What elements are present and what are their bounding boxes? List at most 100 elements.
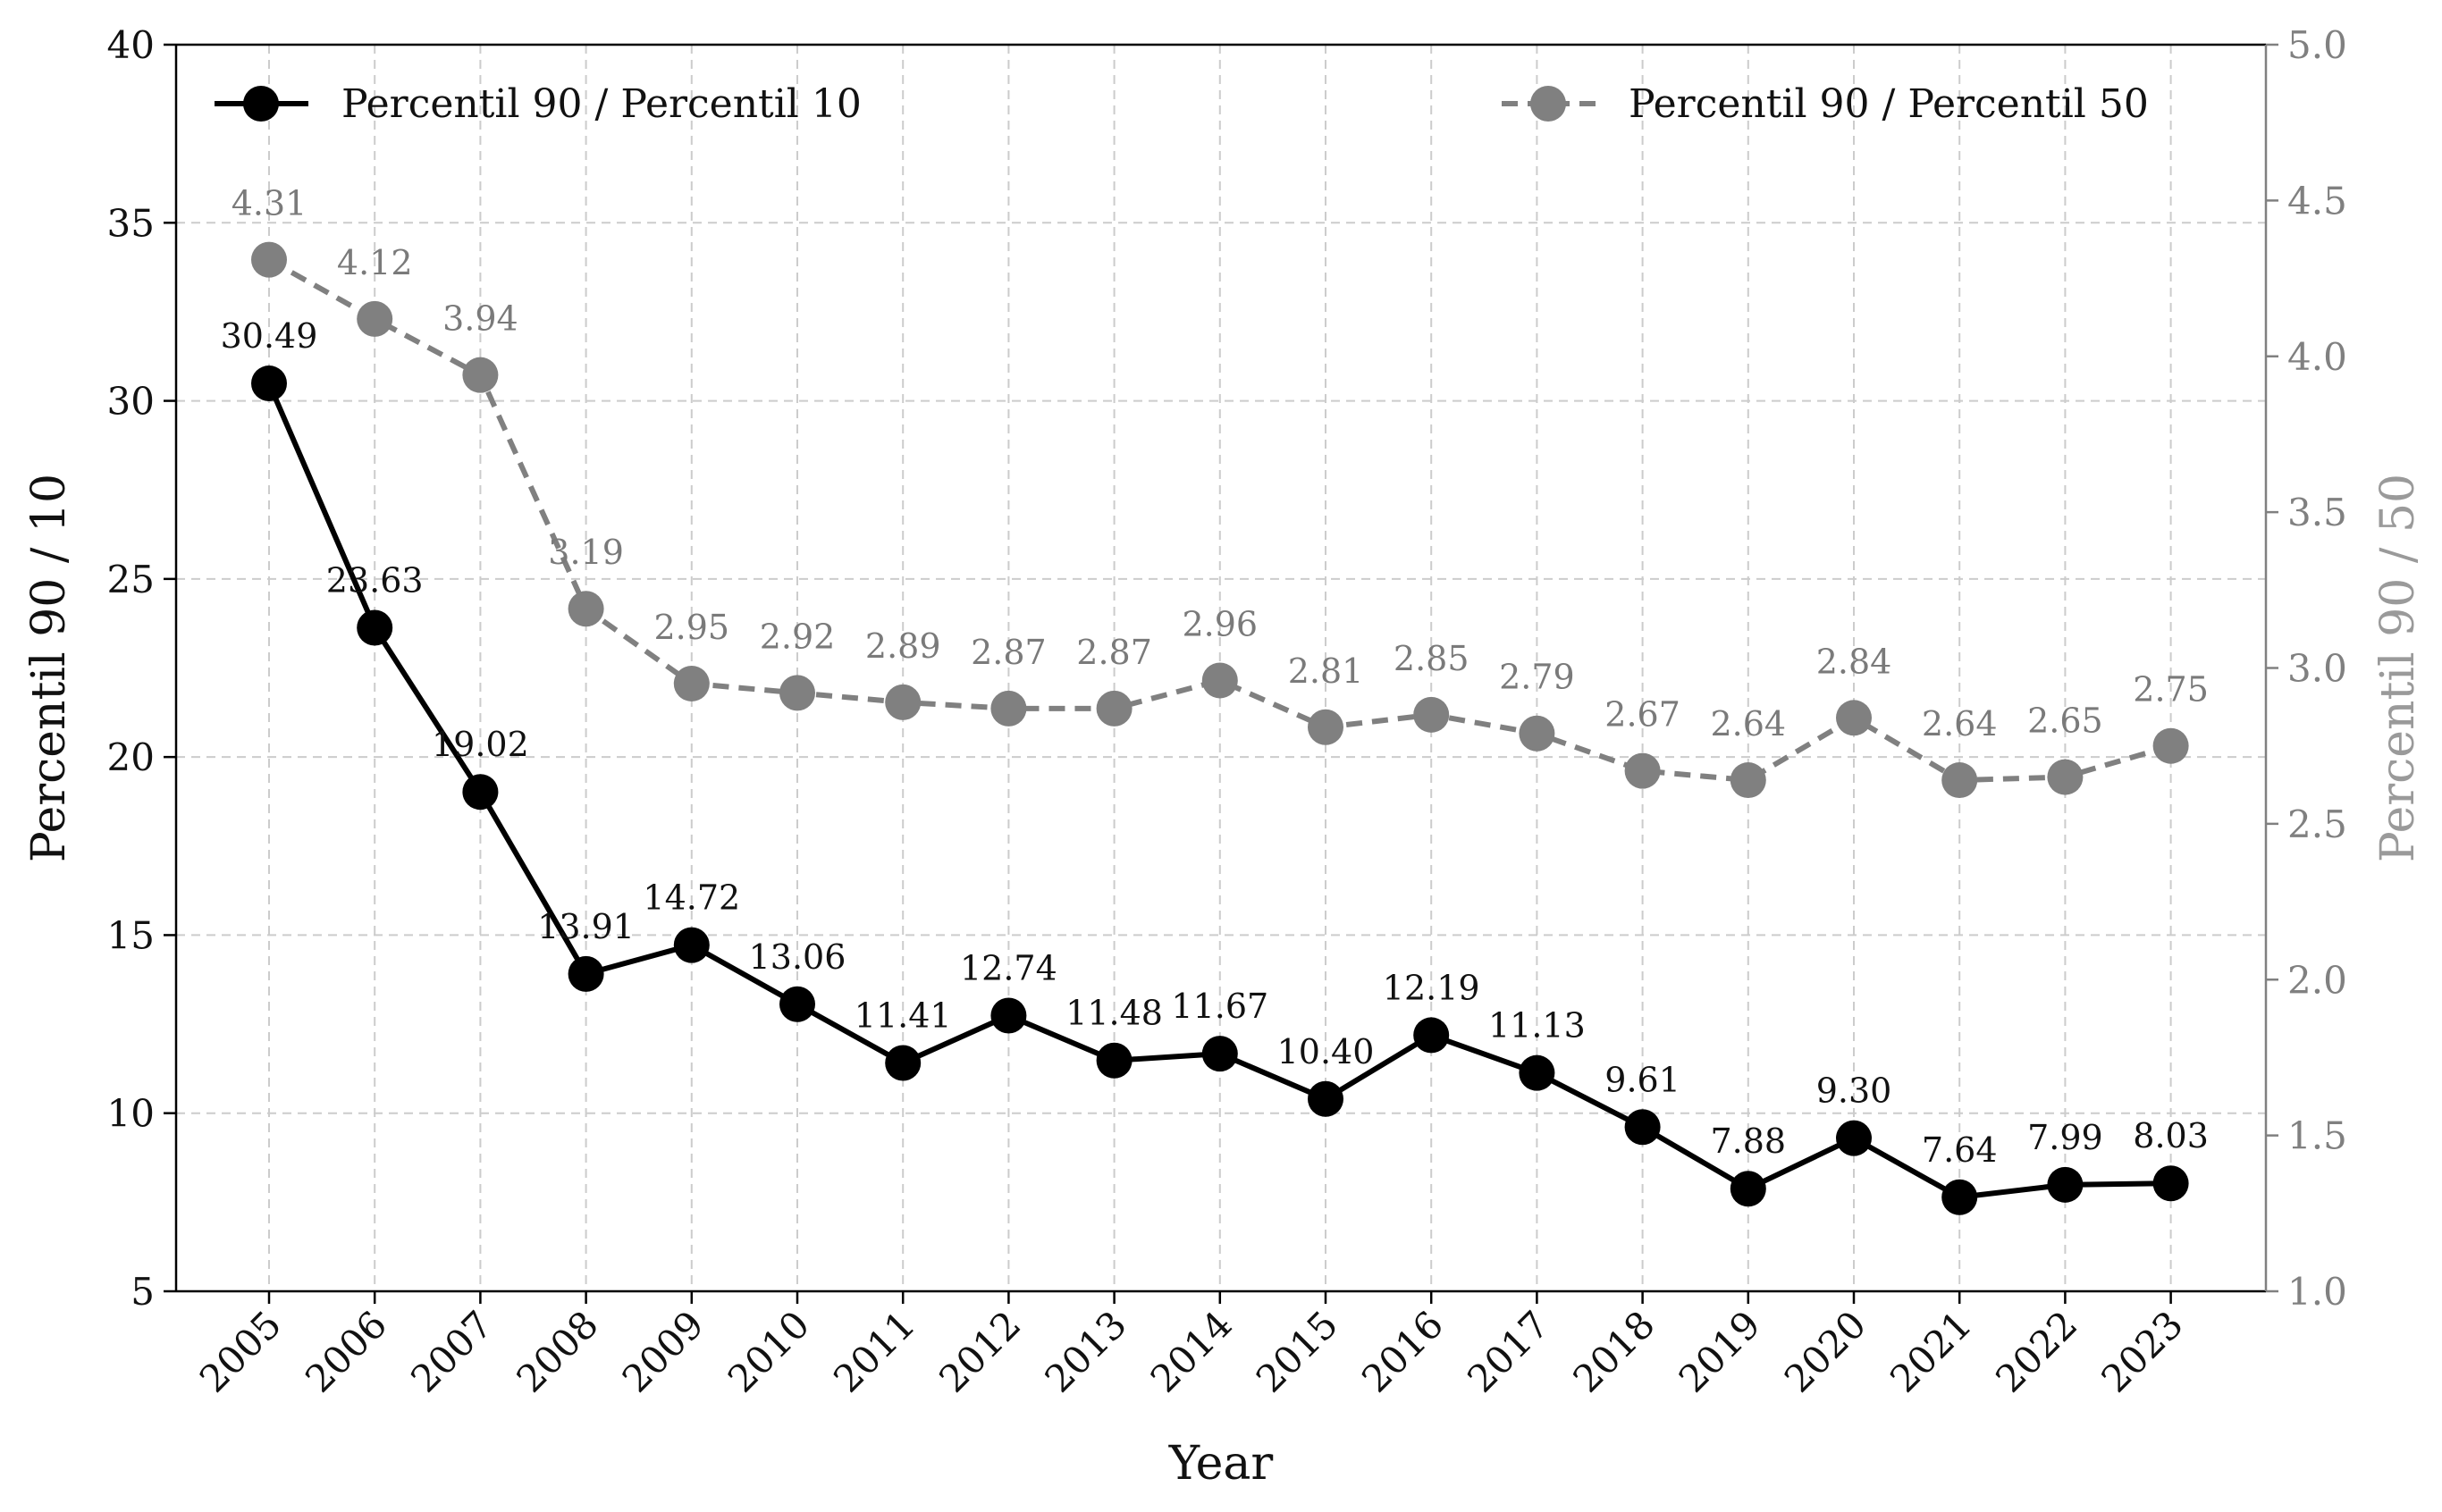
- x-tick-label: 2022: [1987, 1302, 2085, 1400]
- y-left-tick-label: 10: [107, 1092, 155, 1136]
- x-tick-label: 2005: [191, 1302, 290, 1400]
- series-p90-p10-data-label: 11.48: [1065, 994, 1163, 1033]
- x-tick-label: 2012: [930, 1302, 1029, 1400]
- series-p90-p50-point: [990, 690, 1027, 727]
- series-p90-p10-data-label: 9.61: [1604, 1060, 1680, 1099]
- x-tick-label: 2009: [614, 1302, 712, 1400]
- series-p90-p50-data-label: 2.64: [1922, 704, 1998, 743]
- series-p90-p10-data-label: 9.30: [1816, 1071, 1892, 1111]
- series-p90-p50-point: [462, 357, 499, 393]
- series-p90-p10-data-label: 8.03: [2133, 1116, 2209, 1155]
- series-p90-p50-point: [1413, 696, 1450, 733]
- y-right-tick-label: 1.0: [2287, 1270, 2347, 1314]
- series-p90-p50-data-label: 2.75: [2133, 670, 2209, 710]
- series-p90-p10-point: [1413, 1017, 1450, 1054]
- y-right-tick-label: 5.0: [2287, 23, 2347, 67]
- series-p90-p50-data-label: 2.65: [2027, 701, 2103, 741]
- series-p90-p10-data-label: 13.91: [537, 907, 635, 946]
- x-tick-label: 2006: [297, 1302, 395, 1400]
- legend-label-p90-p50: Percentil 90 / Percentil 50: [1629, 81, 2149, 127]
- series-p90-p10-point: [1201, 1036, 1238, 1072]
- x-tick-label: 2010: [720, 1302, 818, 1400]
- legend-swatch-marker-p90-p10: [243, 86, 279, 122]
- y-left-tick-label: 35: [107, 201, 155, 245]
- series-p90-p10-data-label: 10.40: [1277, 1032, 1375, 1071]
- series-p90-p10: 30.49 23.63 19.02 13.9114.7213.0611.4112.74…: [221, 316, 2209, 1215]
- series-p90-p50-data-label: 2.64: [1710, 704, 1786, 743]
- y-right-tick-label: 4.5: [2287, 179, 2347, 223]
- series-p90-p50-data-label: 4.31: [232, 184, 307, 223]
- series-p90-p50-data-label: 4.12: [337, 243, 413, 282]
- series-p90-p50: 4.31 4.12 3.94 3.19 2.95 2.92 2.89 2.87 2.87 2.96…: [232, 184, 2209, 799]
- y-left-axis-title: Percentil 90 / 10: [22, 474, 76, 862]
- series-p90-p50-data-label: 2.79: [1499, 658, 1575, 697]
- x-tick-label: 2016: [1353, 1302, 1452, 1400]
- y-right-axis-title: Percentil 90 / 50: [2371, 474, 2425, 862]
- series-p90-p50-point: [568, 591, 604, 627]
- series-p90-p50-data-label: 3.94: [442, 299, 518, 339]
- x-tick-label: 2008: [508, 1302, 606, 1400]
- x-tick-label: 2013: [1036, 1302, 1134, 1400]
- series-p90-p50-point: [1096, 690, 1133, 727]
- y-right-tick-label: 3.0: [2287, 647, 2347, 691]
- series-p90-p10-point: [1519, 1054, 1555, 1091]
- x-tick-label: 2007: [402, 1302, 501, 1400]
- y-right-tick-label: 4.0: [2287, 335, 2347, 379]
- series-p90-p50-data-label: 3.19: [548, 533, 624, 572]
- x-tick-label: 2011: [825, 1302, 923, 1400]
- series-p90-p10-data-label: 11.67: [1171, 987, 1268, 1026]
- series-p90-p50-point: [1836, 700, 1872, 736]
- series-p90-p10-point: [1836, 1120, 1872, 1156]
- series-p90-p10-point: [462, 774, 499, 811]
- y-right-tick-label: 2.5: [2287, 802, 2347, 846]
- y-left-tick-label: 25: [107, 558, 155, 601]
- y-left-tick-label: 20: [107, 735, 155, 779]
- series-p90-p10-point: [1308, 1080, 1343, 1117]
- series-p90-p10-data-label: 12.19: [1383, 968, 1480, 1007]
- series-p90-p50-data-label: 2.67: [1604, 695, 1680, 735]
- x-tick-label: 2015: [1248, 1302, 1346, 1400]
- x-tick-label: 2023: [2093, 1302, 2191, 1400]
- y-left-tick-label: 15: [107, 913, 155, 957]
- x-tick-label: 2021: [1882, 1302, 1980, 1400]
- x-tick-label: 2019: [1671, 1302, 1769, 1400]
- y-right-tick-label: 1.5: [2287, 1114, 2347, 1158]
- legend-label-p90-p10: Percentil 90 / Percentil 10: [341, 81, 862, 127]
- series-p90-p10-point: [1730, 1171, 1766, 1207]
- series-p90-p10-point: [357, 609, 393, 646]
- series-p90-p10-data-label: 7.88: [1710, 1121, 1786, 1161]
- series-p90-p10-point: [2152, 1165, 2189, 1202]
- y-left-tick-label: 40: [107, 23, 155, 67]
- series-p90-p50-point: [1519, 715, 1555, 752]
- series-p90-p50-point: [1624, 752, 1661, 789]
- series-p90-p10-data-label: 19.02: [432, 725, 529, 764]
- series-p90-p10-point: [1941, 1179, 1978, 1215]
- series-p90-p10-point: [885, 1045, 922, 1081]
- series-p90-p50-point: [251, 241, 287, 278]
- series-p90-p50-point: [2152, 727, 2189, 764]
- series-p90-p10-point: [990, 997, 1027, 1034]
- series-p90-p10-data-label: 11.13: [1488, 1006, 1586, 1046]
- series-p90-p10-point: [1624, 1109, 1661, 1146]
- x-axis-title: Year: [1168, 1437, 1274, 1491]
- series-p90-p50-point: [779, 675, 815, 711]
- series-p90-p50-data-label: 2.85: [1394, 639, 1469, 678]
- series-p90-p10-point: [673, 927, 710, 963]
- series-p90-p50-point: [1941, 762, 1978, 799]
- series-p90-p10-data-label: 7.99: [2027, 1118, 2103, 1157]
- x-tick-label: 2017: [1459, 1302, 1557, 1400]
- series-p90-p50-point: [1308, 709, 1343, 745]
- series-p90-p10-point: [568, 955, 604, 992]
- series-p90-p10-point: [779, 986, 815, 1022]
- series-p90-p50-data-label: 2.84: [1816, 642, 1892, 681]
- series-p90-p50-data-label: 2.95: [653, 608, 729, 647]
- x-tick-label: 2014: [1142, 1302, 1241, 1400]
- series-p90-p10-data-label: 23.63: [326, 560, 424, 600]
- series-p90-p10-data-label: 13.06: [749, 937, 846, 977]
- series-p90-p10-data-label: 14.72: [643, 878, 740, 918]
- series-p90-p50-data-label: 2.87: [1076, 633, 1152, 672]
- series-p90-p50-data-label: 2.81: [1288, 651, 1364, 691]
- series-p90-p50-data-label: 2.92: [760, 617, 836, 656]
- series-p90-p50-data-label: 2.96: [1182, 604, 1258, 643]
